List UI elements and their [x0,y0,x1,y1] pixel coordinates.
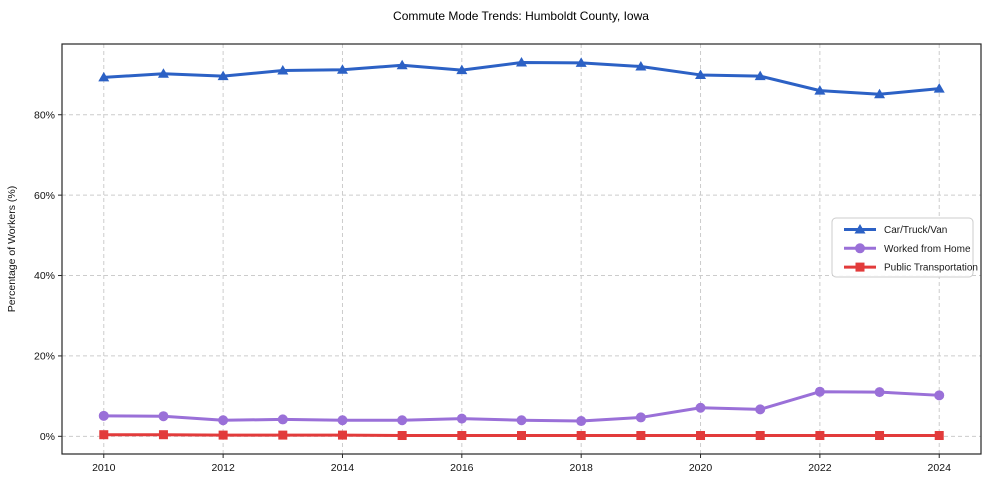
data-point-circle [814,386,825,397]
data-point-square [576,431,586,441]
data-point-triangle [754,70,766,81]
data-point-circle [98,410,109,421]
data-point-triangle [874,88,886,99]
data-point-circle [934,390,945,401]
data-point-square [517,431,526,441]
data-point-circle [874,387,885,398]
y-axis-label: Percentage of Workers (%) [6,186,18,312]
x-tick-label: 2024 [928,462,952,474]
x-tick-label: 2022 [808,462,832,474]
data-point-square [218,430,228,440]
y-tick-label: 20% [34,351,55,363]
data-point-circle [218,415,229,426]
data-point-square [855,262,865,272]
data-point-circle [397,415,408,426]
chart-title: Commute Mode Trends: Humboldt County, Io… [393,9,649,23]
legend-item: Worked from Home [844,243,971,255]
data-point-square [696,431,706,441]
x-tick-label: 2010 [92,462,116,474]
data-point-triangle [396,59,408,70]
data-point-circle [337,415,348,426]
y-tick-label: 60% [34,190,55,202]
data-point-square [457,431,467,441]
data-point-triangle [695,69,707,79]
data-point-circle [158,411,169,422]
legend: Car/Truck/Van Worked from Home Public Tran… [831,217,978,278]
data-point-triangle [933,83,945,93]
data-point-square [815,431,825,441]
series-public-transportation [99,430,944,441]
x-tick-label: 2012 [211,462,235,474]
data-point-square [278,430,288,440]
data-point-circle [695,402,706,413]
data-point-circle [855,243,865,254]
legend-box [831,217,974,278]
data-point-triangle [217,70,229,81]
data-point-square [934,431,944,441]
data-point-circle [277,414,288,425]
x-tick-label: 2014 [331,462,355,474]
data-point-triangle [336,64,348,74]
data-point-circle [635,412,646,423]
data-point-triangle [516,56,527,67]
data-point-triangle [635,61,647,71]
y-tick-label: 80% [34,109,55,121]
data-point-square [99,430,109,440]
legend-item: Public Transportation [844,262,978,274]
data-point-triangle [814,85,826,95]
data-point-triangle [98,71,110,82]
tick-layer: 0% 20% 40% 60% 80% 2010 2012 2014 2016 2018 2020 20… [34,109,951,474]
x-tick-label: 2018 [569,462,593,474]
axis-frame [61,43,982,455]
series-worked-from-home [98,386,945,427]
x-tick-label: 2016 [450,462,474,474]
data-point-triangle [456,64,468,75]
data-point-circle [755,404,766,415]
data-point-square [158,430,168,440]
legend-item: Car/Truck/Van [844,224,947,236]
series-car-truck-van [98,56,945,99]
data-point-circle [576,416,587,427]
data-point-square [875,431,885,441]
data-point-square [337,430,347,440]
data-point-square [755,431,765,441]
data-point-circle [456,413,467,424]
data-point-square [397,431,407,441]
data-point-triangle [575,57,587,67]
data-point-triangle [277,65,289,75]
axis-frame-layer [61,43,982,455]
data-point-triangle [157,68,169,78]
legend-label: Public Transportation [884,263,978,274]
series-line [103,60,940,96]
data-point-circle [516,415,527,426]
legend-label: Car/Truck/Van [884,225,947,236]
data-point-triangle [854,224,866,234]
series-layer [98,56,945,441]
data-point-square [636,431,646,441]
x-tick-label: 2020 [689,462,713,474]
y-tick-label: 0% [40,431,55,443]
y-tick-label: 40% [34,270,55,282]
legend-label: Worked from Home [884,244,971,255]
